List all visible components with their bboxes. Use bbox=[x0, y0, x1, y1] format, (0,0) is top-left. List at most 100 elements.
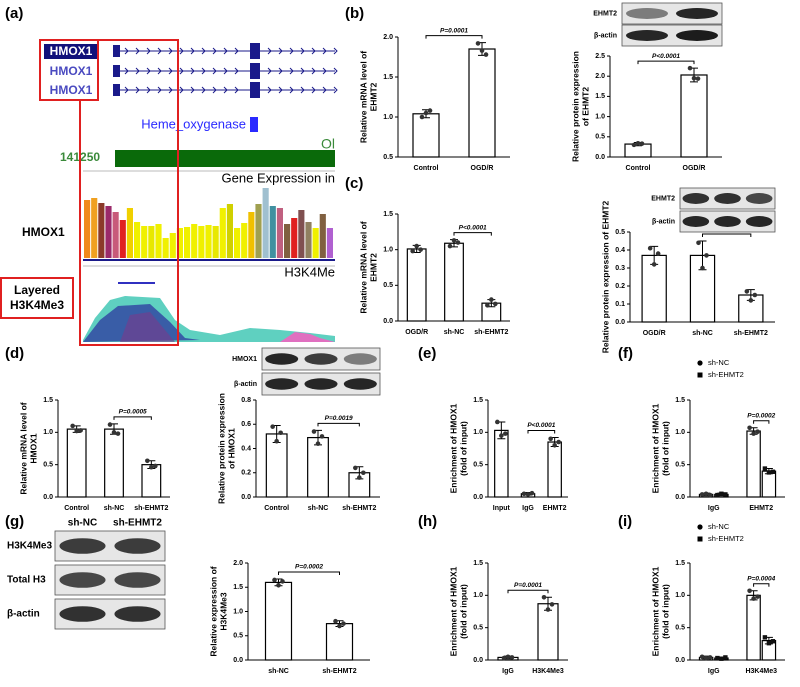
p-value: P<0.0001 bbox=[652, 53, 680, 60]
expression-bar bbox=[91, 198, 98, 258]
data-point bbox=[319, 434, 325, 439]
data-point bbox=[419, 114, 425, 120]
bar bbox=[444, 242, 464, 322]
chart: 0.0 0.1 0.2 0.3 0.4 0.5 Relative protein expre… bbox=[600, 187, 776, 353]
chevron bbox=[300, 67, 305, 75]
blot-band bbox=[59, 572, 106, 588]
significance-bracket bbox=[278, 571, 340, 576]
data-point bbox=[556, 439, 561, 445]
y-tick-label: 0.2 bbox=[615, 283, 625, 290]
data-point bbox=[699, 654, 705, 660]
y-tick-label: 0.0 bbox=[383, 318, 393, 325]
legend-marker bbox=[697, 360, 703, 366]
chevron bbox=[179, 86, 184, 94]
data-point bbox=[78, 428, 83, 433]
y-axis-label: (fold of input) bbox=[660, 421, 670, 476]
expression-bar bbox=[305, 222, 312, 258]
bar bbox=[325, 623, 354, 661]
data-point bbox=[635, 140, 641, 146]
p-value: P<0.0001 bbox=[459, 224, 487, 231]
bar bbox=[547, 441, 562, 498]
chart: (i) 0.0 0.5 1.0 1.5 Enrichment of HMOX1 (fold … bbox=[618, 513, 785, 675]
y-tick-label: 0.5 bbox=[473, 462, 483, 469]
data-point bbox=[145, 458, 150, 464]
y-tick-label: 1.0 bbox=[43, 429, 53, 436]
p-value: P<0.0001 bbox=[527, 422, 555, 429]
exon bbox=[250, 43, 260, 59]
x-tick-label: EHMT2 bbox=[543, 505, 567, 512]
bar bbox=[406, 248, 427, 322]
blot-band bbox=[59, 606, 106, 622]
chevron bbox=[179, 47, 184, 55]
y-tick-label: 1.5 bbox=[383, 74, 393, 81]
domain-box bbox=[250, 117, 258, 132]
chevron bbox=[300, 47, 305, 55]
bar bbox=[746, 594, 761, 661]
blot-row-label: H3K4Me3 bbox=[7, 541, 52, 552]
data-point bbox=[704, 253, 709, 258]
data-point bbox=[311, 429, 317, 434]
x-tick-label: OGD/R bbox=[471, 165, 494, 172]
expression-label: HMOX1 bbox=[22, 225, 65, 239]
chevron bbox=[190, 67, 195, 75]
bar bbox=[307, 436, 329, 498]
chevron bbox=[124, 47, 129, 55]
chevron bbox=[179, 67, 184, 75]
expression-bar bbox=[84, 200, 91, 258]
data-point bbox=[418, 247, 423, 252]
data-point bbox=[111, 430, 117, 435]
p-value: P=0.0005 bbox=[119, 409, 147, 416]
expression-bar bbox=[326, 228, 333, 258]
blot-band bbox=[626, 8, 668, 19]
data-point bbox=[361, 470, 366, 476]
chevron bbox=[135, 86, 140, 94]
bar bbox=[66, 428, 87, 498]
y-axis-label: of HMOX1 bbox=[226, 428, 236, 469]
legend-marker bbox=[697, 524, 703, 530]
chevron bbox=[333, 67, 338, 75]
data-point bbox=[719, 656, 724, 661]
y-tick-label: 2.5 bbox=[595, 53, 605, 60]
data-point bbox=[770, 639, 776, 644]
x-tick-label: sh-EHMT2 bbox=[322, 668, 356, 675]
data-point bbox=[755, 594, 760, 599]
data-point bbox=[509, 655, 515, 660]
y-tick-label: 2.0 bbox=[233, 560, 243, 567]
data-point bbox=[414, 243, 419, 249]
signal-area bbox=[120, 312, 175, 342]
x-tick-label: IgG bbox=[708, 505, 720, 512]
expression-bar bbox=[262, 188, 269, 258]
data-point bbox=[74, 428, 79, 434]
p-value: P=0.0002 bbox=[747, 413, 775, 420]
data-point bbox=[149, 464, 154, 470]
blot-band bbox=[682, 216, 710, 227]
x-tick-label: Control bbox=[264, 505, 289, 512]
data-point bbox=[696, 240, 701, 246]
y-tick-label: 1.5 bbox=[675, 397, 685, 404]
x-tick-label: sh-NC bbox=[308, 505, 329, 512]
significance-bracket bbox=[753, 583, 770, 587]
y-tick-label: 0.0 bbox=[233, 657, 243, 664]
expression-bar bbox=[162, 238, 169, 258]
y-axis-label: Relative expression of bbox=[208, 566, 218, 656]
y-tick-label: 1.0 bbox=[383, 114, 393, 121]
x-tick-label: IgG bbox=[522, 505, 534, 512]
panel-label: (e) bbox=[418, 345, 436, 362]
x-tick-label: sh-EHMT2 bbox=[342, 505, 376, 512]
bar bbox=[680, 74, 708, 158]
expression-bar bbox=[219, 208, 226, 258]
blot-band bbox=[682, 193, 710, 204]
bar bbox=[412, 113, 440, 158]
chevron bbox=[223, 47, 228, 55]
blot-band bbox=[265, 378, 299, 390]
chart: (c) 0.0 0.5 1.0 1.5 Relative mRNA level of EHM… bbox=[345, 175, 510, 336]
blot-band bbox=[59, 538, 106, 554]
chevron bbox=[168, 47, 173, 55]
bar bbox=[537, 603, 559, 661]
data-point bbox=[751, 596, 756, 601]
chevron bbox=[322, 86, 327, 94]
chevron bbox=[135, 67, 140, 75]
blot-band bbox=[114, 572, 161, 588]
expression-bar bbox=[205, 225, 212, 258]
